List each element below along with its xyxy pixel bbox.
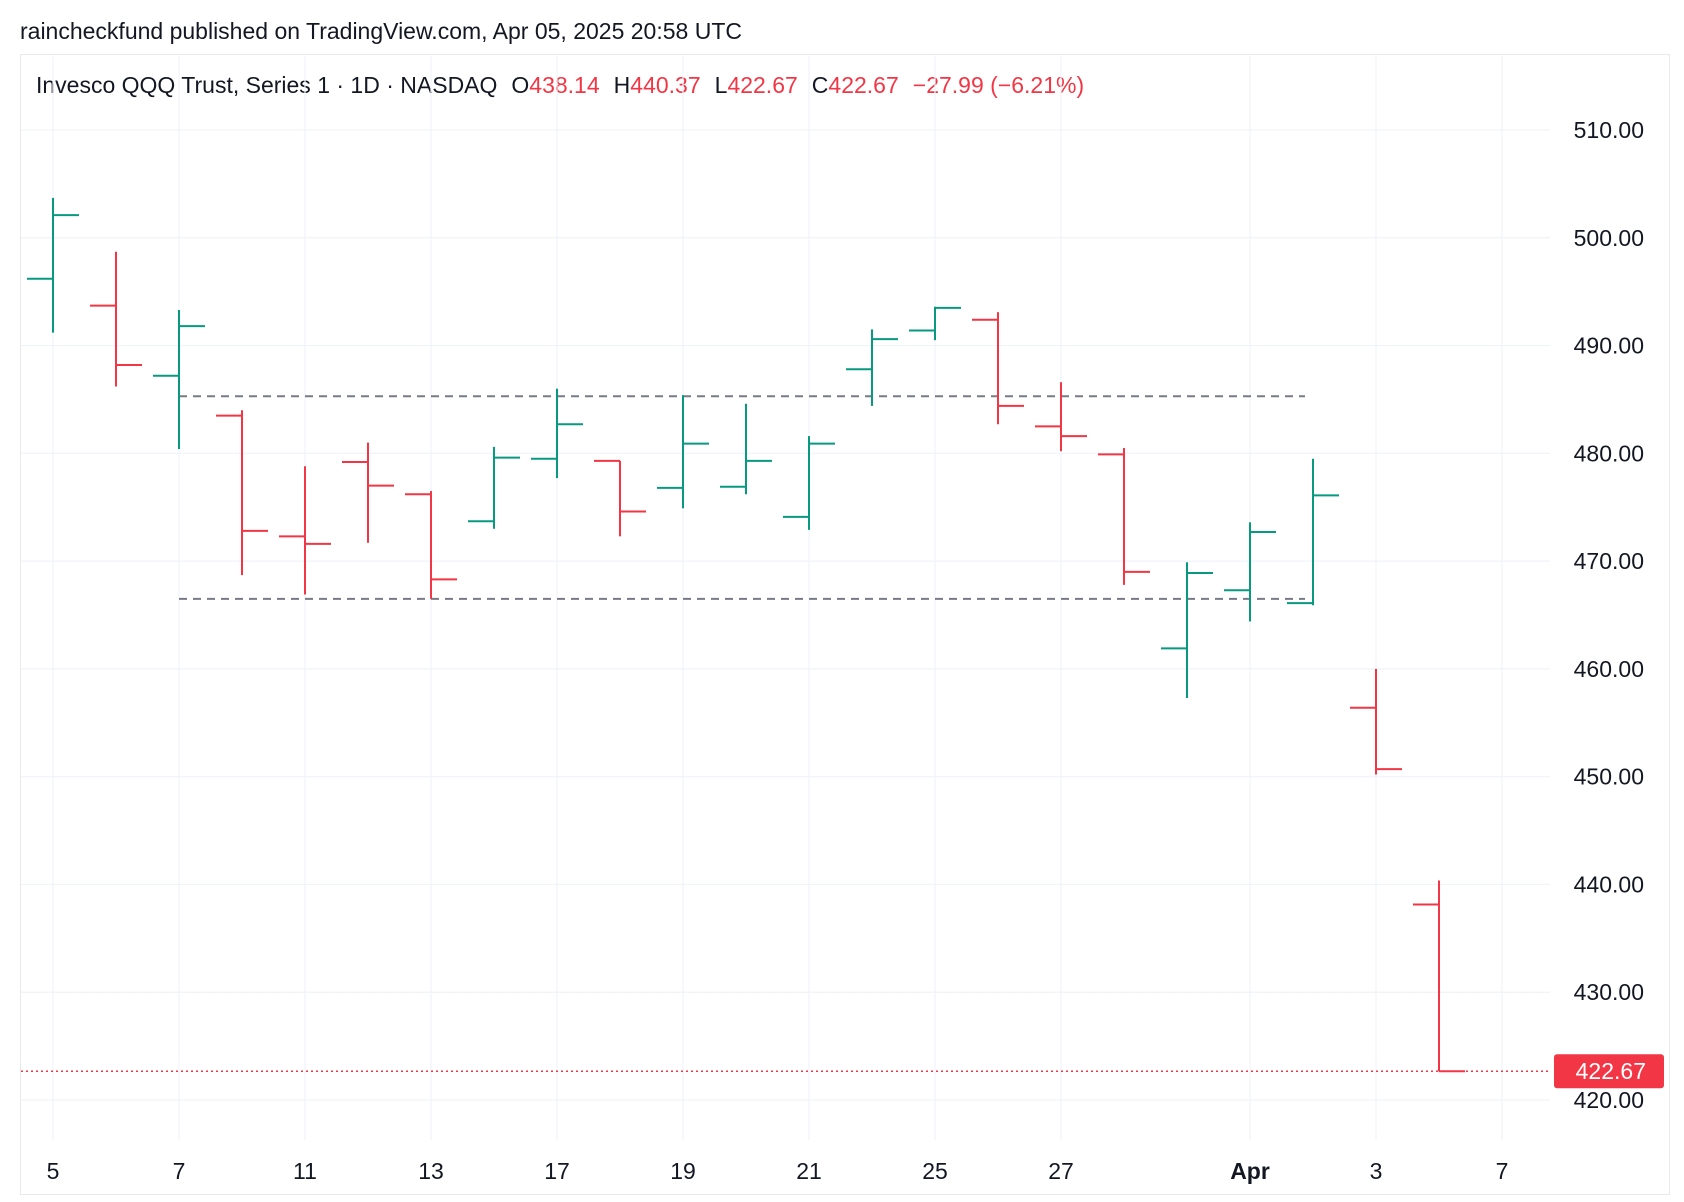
x-tick-label: 25 bbox=[922, 1158, 948, 1184]
x-tick-label: 17 bbox=[544, 1158, 570, 1184]
ohlc-bar bbox=[1350, 668, 1402, 775]
x-tick-label: Apr bbox=[1230, 1158, 1270, 1184]
open-value: 438.14 bbox=[529, 72, 600, 98]
bars-layer bbox=[27, 197, 1465, 1073]
change-value: −27.99 (−6.21%) bbox=[912, 72, 1085, 98]
grid-layer bbox=[21, 56, 1550, 1140]
levels-layer bbox=[179, 395, 1305, 600]
price-axis[interactable]: 510.00 500.00 490.00 480.00 470.00 460.00 450.… bbox=[1574, 117, 1644, 1113]
last-price-label: 422.67 bbox=[1576, 1058, 1646, 1084]
x-tick-label: 19 bbox=[670, 1158, 696, 1184]
close-label: C bbox=[811, 72, 829, 98]
ohlc-bar bbox=[594, 459, 646, 537]
close-value: 422.67 bbox=[828, 72, 899, 98]
chart-frame bbox=[20, 54, 1670, 1195]
symbol-title: Invesco QQQ Trust, Series 1 · 1D · NASDA… bbox=[36, 72, 498, 98]
y-tick-label: 470.00 bbox=[1574, 548, 1644, 574]
ohlc-bar bbox=[909, 306, 961, 341]
x-tick-label: 11 bbox=[293, 1158, 317, 1184]
ohlc-bar bbox=[342, 442, 394, 543]
open-label: O bbox=[511, 72, 530, 98]
y-tick-label: 420.00 bbox=[1574, 1087, 1644, 1113]
ohlc-bar bbox=[657, 395, 709, 509]
y-tick-label: 450.00 bbox=[1574, 764, 1644, 790]
ohlc-bar bbox=[153, 309, 205, 450]
y-tick-label: 440.00 bbox=[1574, 871, 1644, 897]
x-tick-label: 7 bbox=[173, 1158, 186, 1184]
low-label: L bbox=[714, 72, 728, 98]
ohlc-bar bbox=[1098, 447, 1150, 585]
x-tick-label: 3 bbox=[1370, 1158, 1383, 1184]
ohlc-bar bbox=[531, 388, 583, 479]
x-tick-label: 27 bbox=[1048, 1158, 1074, 1184]
ohlc-bar bbox=[1161, 562, 1213, 698]
last-price-tag bbox=[1554, 1054, 1664, 1089]
ohlc-bar bbox=[720, 403, 772, 495]
time-axis[interactable]: 5 7 11 13 17 19 21 25 27 Apr 3 7 bbox=[47, 1158, 1509, 1184]
ohlc-bar bbox=[468, 446, 520, 529]
high-value: 440.37 bbox=[630, 72, 701, 98]
publish-info: raincheckfund published on TradingView.c… bbox=[20, 18, 742, 44]
ohlc-bar bbox=[846, 329, 898, 406]
ohlc-legend: Invesco QQQ Trust, Series 1 · 1D · NASDA… bbox=[36, 68, 1084, 102]
ohlc-bar bbox=[216, 410, 268, 576]
ohlc-bar bbox=[783, 436, 835, 530]
high-label: H bbox=[613, 72, 631, 98]
ohlc-bar bbox=[972, 312, 1024, 425]
x-tick-label: 13 bbox=[418, 1158, 444, 1184]
ohlc-bar bbox=[279, 466, 331, 595]
y-tick-label: 430.00 bbox=[1574, 979, 1644, 1005]
x-tick-label: 5 bbox=[47, 1158, 60, 1184]
y-tick-label: 460.00 bbox=[1574, 656, 1644, 682]
ohlc-bar bbox=[27, 197, 79, 333]
ohlc-bar bbox=[1224, 522, 1276, 622]
y-tick-label: 480.00 bbox=[1574, 440, 1644, 466]
y-tick-label: 490.00 bbox=[1574, 333, 1644, 359]
ohlc-bar bbox=[1287, 458, 1339, 606]
ohlc-bar bbox=[405, 491, 457, 599]
low-value: 422.67 bbox=[727, 72, 798, 98]
x-tick-label: 21 bbox=[796, 1158, 822, 1184]
last-price-layer: 422.67 bbox=[21, 1054, 1664, 1089]
y-tick-label: 510.00 bbox=[1574, 117, 1644, 143]
x-tick-label: 7 bbox=[1496, 1158, 1509, 1184]
y-tick-label: 500.00 bbox=[1574, 225, 1644, 251]
ohlc-bar bbox=[1413, 880, 1465, 1073]
ohlc-bar bbox=[90, 251, 142, 387]
ohlc-bar bbox=[1035, 382, 1087, 452]
